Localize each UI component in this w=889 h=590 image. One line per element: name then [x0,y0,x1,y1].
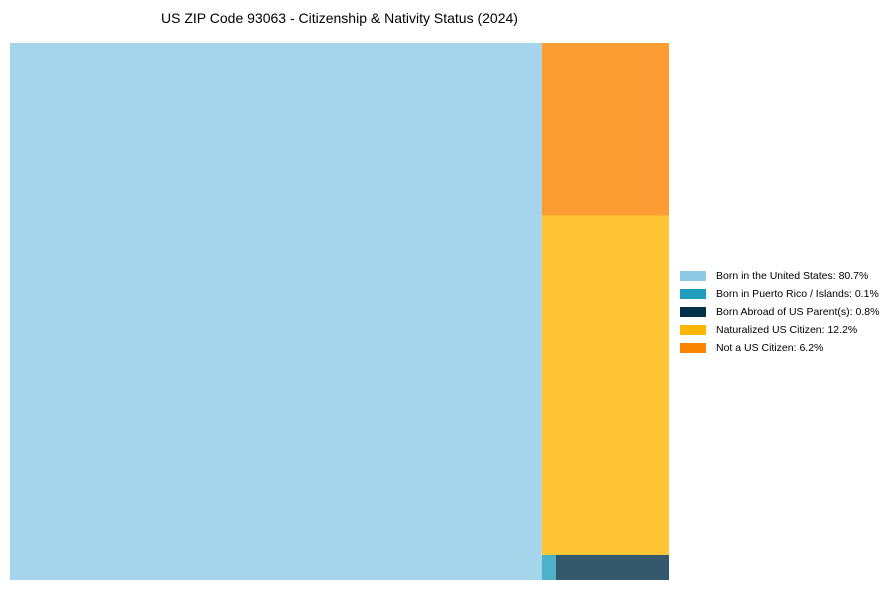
legend-swatch [680,271,706,281]
legend-item: Born in Puerto Rico / Islands: 0.1% [680,285,879,303]
legend-swatch [680,343,706,353]
legend-label: Born Abroad of US Parent(s): 0.8% [716,306,880,318]
legend-item: Not a US Citizen: 6.2% [680,339,879,357]
legend-swatch [680,289,706,299]
chart-title: US ZIP Code 93063 - Citizenship & Nativi… [161,10,518,26]
legend-item: Naturalized US Citizen: 12.2% [680,321,879,339]
legend-label: Naturalized US Citizen: 12.2% [716,324,858,336]
legend-item: Born Abroad of US Parent(s): 0.8% [680,303,879,321]
treemap-tile-born-abroad-of-us-parent-s- [555,554,669,580]
legend-item: Born in the United States: 80.7% [680,267,879,285]
legend-label: Born in Puerto Rico / Islands: 0.1% [716,288,879,300]
legend-label: Born in the United States: 80.7% [716,270,869,282]
legend: Born in the United States: 80.7% Born in … [680,267,879,357]
treemap-tile-born-in-puerto-rico-islands [541,554,556,580]
treemap-tile-naturalized-us-citizen [541,215,669,555]
treemap-tile-not-a-us-citizen [541,43,669,216]
legend-swatch [680,325,706,335]
treemap-tile-born-in-the-united-states [10,43,542,580]
legend-swatch [680,307,706,317]
legend-label: Not a US Citizen: 6.2% [716,342,824,354]
